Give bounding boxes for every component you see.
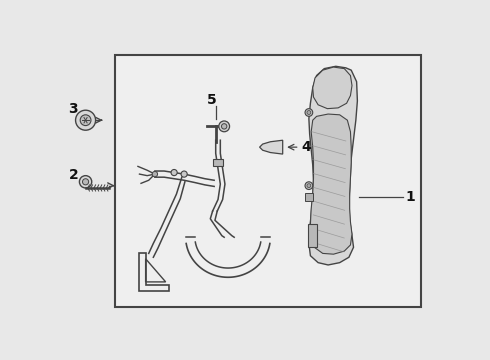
Circle shape xyxy=(80,115,91,126)
Text: 2: 2 xyxy=(69,168,78,182)
Bar xyxy=(115,55,421,307)
Text: 1: 1 xyxy=(405,190,415,204)
Bar xyxy=(305,193,313,201)
Circle shape xyxy=(305,182,313,189)
Text: 3: 3 xyxy=(69,102,78,116)
Circle shape xyxy=(79,176,92,188)
Circle shape xyxy=(75,110,96,130)
Polygon shape xyxy=(311,114,352,254)
Circle shape xyxy=(152,171,158,177)
Polygon shape xyxy=(313,67,352,109)
Circle shape xyxy=(171,170,177,176)
Circle shape xyxy=(305,109,313,116)
Text: 4: 4 xyxy=(301,140,311,154)
Text: 5: 5 xyxy=(207,93,217,107)
Polygon shape xyxy=(309,66,357,265)
Bar xyxy=(308,224,318,247)
Circle shape xyxy=(219,121,229,132)
Circle shape xyxy=(307,184,311,188)
Circle shape xyxy=(307,111,311,114)
Circle shape xyxy=(82,179,89,185)
Circle shape xyxy=(181,171,187,177)
Bar xyxy=(213,159,223,166)
Circle shape xyxy=(221,124,227,129)
Polygon shape xyxy=(260,140,283,154)
